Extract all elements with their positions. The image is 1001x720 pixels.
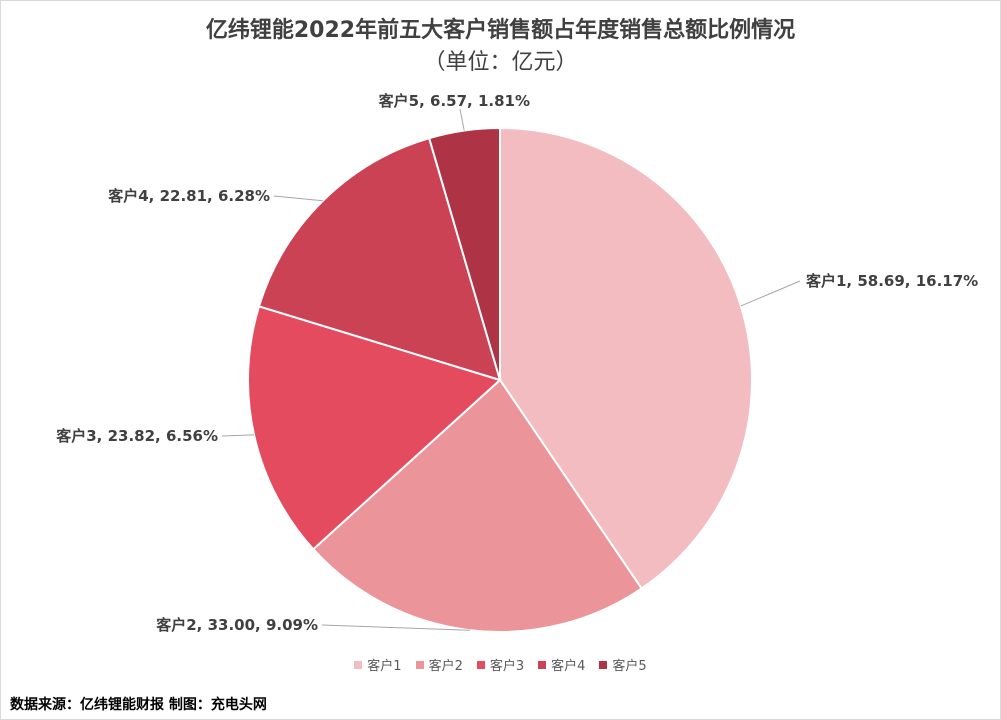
legend-swatch-3	[476, 660, 485, 669]
legend-item-1: 客户1	[354, 655, 402, 674]
legend-item-4: 客户4	[538, 655, 585, 674]
leader-line-2	[321, 624, 471, 631]
pie-slice-1	[499, 126, 753, 590]
legend-swatch-4	[538, 660, 547, 669]
pie-slice-2	[311, 378, 643, 633]
data-label-4: 客户4, 22.81, 6.28%	[107, 187, 270, 205]
leader-line-3	[221, 434, 255, 437]
chart-title: 亿纬锂能2022年前五大客户销售额占年度销售总额比例情况	[205, 18, 796, 43]
legend-swatch-5	[599, 660, 608, 669]
chart-legend: 客户1 客户2 客户3 客户4 客户5	[0, 655, 1001, 674]
pie-slice-3	[247, 305, 502, 551]
data-label-1: 客户1, 58.69, 16.17%	[805, 272, 978, 290]
data-label-2: 客户2, 33.00, 9.09%	[155, 616, 318, 634]
pie-slice-5	[427, 126, 501, 381]
data-label-3: 客户3, 23.82, 6.56%	[55, 427, 218, 445]
legend-item-2: 客户2	[415, 655, 463, 674]
legend-item-3: 客户3	[476, 655, 525, 674]
leader-line-4	[273, 195, 323, 202]
chart-subtitle: （单位：亿元）	[423, 50, 578, 75]
legend-label-1: 客户1	[367, 659, 402, 674]
legend-item-5: 客户5	[599, 655, 647, 674]
legend-label-3: 客户3	[489, 659, 525, 674]
data-label-5: 客户5, 6.57, 1.81%	[378, 92, 530, 110]
legend-swatch-1	[354, 660, 363, 669]
source-note: 数据来源：亿纬锂能财报 制图：充电头网	[10, 697, 267, 713]
legend-label-2: 客户2	[428, 659, 463, 674]
legend-label-4: 客户4	[551, 659, 586, 674]
leader-line-1	[740, 280, 801, 307]
leader-line-5	[459, 108, 465, 131]
legend-swatch-2	[415, 660, 424, 669]
legend-label-5: 客户5	[612, 659, 647, 674]
pie-slice-4	[257, 136, 502, 382]
